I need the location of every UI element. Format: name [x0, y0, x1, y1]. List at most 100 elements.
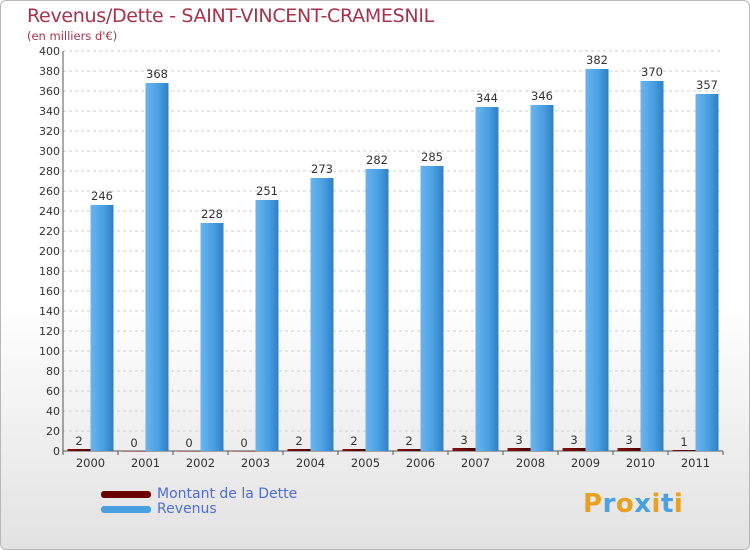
logo-letter: x	[634, 489, 652, 519]
bar-revenus	[90, 205, 114, 451]
data-label-dette: 3	[515, 433, 522, 447]
data-label-dette: 0	[130, 436, 137, 450]
data-label-revenus: 344	[476, 91, 498, 105]
data-label-dette: 0	[240, 436, 247, 450]
bar-dette	[177, 451, 201, 452]
y-tick-label: 400	[39, 45, 60, 58]
data-label-revenus: 273	[311, 162, 333, 176]
data-label-revenus: 368	[146, 67, 168, 81]
data-label-revenus: 228	[201, 207, 223, 221]
y-tick-label: 220	[39, 225, 60, 238]
y-tick-label: 20	[46, 425, 60, 438]
legend-label-revenus: Revenus	[157, 501, 217, 517]
data-label-dette: 2	[405, 434, 412, 448]
y-tick-label: 320	[39, 125, 60, 138]
x-tick-label: 2001	[131, 456, 160, 470]
bars	[67, 69, 719, 452]
x-tick-label: 2011	[681, 456, 710, 470]
logo-letter: i	[651, 489, 661, 519]
y-tick-label: 160	[39, 285, 60, 298]
bar-revenus	[530, 105, 554, 451]
bar-dette	[507, 448, 531, 451]
data-label-dette: 3	[570, 433, 577, 447]
bar-dette	[397, 449, 421, 451]
bar-revenus	[255, 200, 279, 451]
logo-letter: i	[673, 489, 684, 519]
y-tick-label: 260	[39, 185, 60, 198]
bar-dette	[287, 449, 311, 451]
bar-dette	[342, 449, 366, 451]
bar-dette	[672, 450, 696, 451]
y-tick-label: 140	[39, 305, 60, 318]
y-tick-label: 340	[39, 105, 60, 118]
bar-dette	[617, 448, 641, 451]
data-label-revenus: 382	[586, 53, 608, 67]
data-label-revenus: 282	[366, 153, 388, 167]
x-tick-label: 2008	[516, 456, 545, 470]
bar-dette	[232, 451, 256, 452]
gridlines	[63, 50, 723, 452]
bar-dette	[122, 451, 146, 452]
logo-letter: o	[615, 489, 635, 519]
logo-letter: t	[660, 489, 674, 519]
data-label-revenus: 251	[256, 184, 278, 198]
legend-item-revenus: Revenus	[101, 501, 217, 517]
y-tick-label: 380	[39, 65, 60, 78]
x-tick-label: 2007	[461, 456, 490, 470]
bar-revenus	[365, 169, 389, 451]
x-tick-label: 2009	[571, 456, 600, 470]
data-label-dette: 2	[350, 434, 357, 448]
bar-dette	[67, 449, 91, 451]
x-tick-label: 2003	[241, 456, 270, 470]
x-tick-label: 2002	[186, 456, 215, 470]
y-tick-label: 100	[39, 345, 60, 358]
y-tick-label: 180	[39, 265, 60, 278]
data-label-dette: 3	[460, 433, 467, 447]
data-label-dette: 1	[680, 435, 687, 449]
y-tick-label: 40	[46, 405, 60, 418]
y-tick-label: 280	[39, 165, 60, 178]
x-tick-label: 2005	[351, 456, 380, 470]
data-label-dette: 2	[75, 434, 82, 448]
y-tick-label: 200	[39, 245, 60, 258]
bar-revenus	[200, 223, 224, 451]
bar-revenus	[585, 69, 609, 451]
bar-revenus	[420, 166, 444, 451]
logo-letter: P	[583, 489, 603, 519]
data-label-revenus: 370	[641, 65, 663, 79]
chart-subtitle: (en milliers d'€)	[27, 29, 118, 43]
data-label-dette: 2	[295, 434, 302, 448]
bar-revenus	[145, 83, 169, 451]
legend-swatch-revenus	[101, 505, 151, 513]
bar-revenus	[310, 178, 334, 451]
data-labels: 2 246 0 368 0 228 0 251 2 273 2 282 2 285 3 344 3 346 3 382…	[75, 53, 718, 450]
data-label-revenus: 285	[421, 150, 443, 164]
legend-swatch-dette	[101, 490, 151, 498]
y-tick-label: 300	[39, 145, 60, 158]
data-label-dette: 0	[185, 436, 192, 450]
y-tick-labels: 0 20 40 60 80 100 120 140 160 180 200 220 240 260 280 3…	[39, 45, 60, 458]
logo-letter: r	[602, 489, 616, 519]
y-tick-label: 360	[39, 85, 60, 98]
x-tick-label: 2000	[76, 456, 105, 470]
y-tick-label: 80	[46, 365, 60, 378]
bar-revenus	[640, 81, 664, 451]
y-tick-label: 0	[53, 445, 60, 458]
x-tick-label: 2006	[406, 456, 435, 470]
data-label-dette: 3	[625, 433, 632, 447]
chart-title: Revenus/Dette - SAINT-VINCENT-CRAMESNIL	[27, 5, 434, 27]
data-label-revenus: 346	[531, 89, 553, 103]
data-label-revenus: 357	[696, 78, 718, 92]
x-tick-labels: 2000 2001 2002 2003 2004 2005 2006 2007 2008 2009…	[76, 456, 710, 470]
y-tick-label: 60	[46, 385, 60, 398]
bar-dette	[452, 448, 476, 451]
proxiti-logo: Proxiti	[583, 489, 683, 519]
legend-item-dette: Montant de la Dette	[101, 486, 297, 502]
data-label-revenus: 246	[91, 189, 113, 203]
x-tick-label: 2010	[626, 456, 655, 470]
y-tick-label: 120	[39, 325, 60, 338]
bar-dette	[562, 448, 586, 451]
bar-revenus	[475, 107, 499, 451]
